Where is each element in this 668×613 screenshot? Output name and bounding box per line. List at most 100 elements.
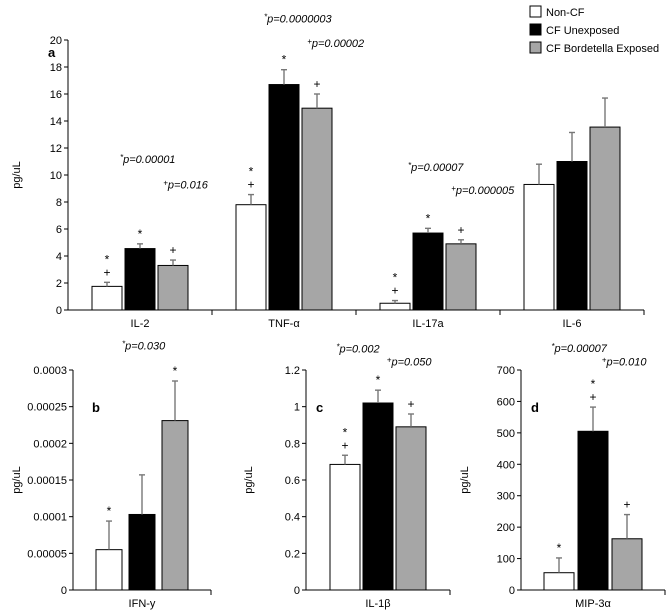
y-tick-label: 0.00025 [27, 402, 67, 414]
y-axis-label: pg/uL [459, 466, 471, 494]
legend-swatch [529, 41, 542, 54]
significance-marker: * [249, 165, 254, 179]
y-tick-label: 6 [56, 224, 62, 236]
y-tick-label: 0.4 [285, 512, 300, 524]
bar [395, 426, 427, 591]
significance-marker: * [282, 53, 287, 67]
p-value-annotation: +p=0.050 [387, 355, 433, 368]
panel-label: d [531, 400, 539, 415]
y-tick-label: 1 [294, 402, 300, 414]
y-axis-label: pg/uL [243, 466, 255, 494]
bar [611, 538, 643, 591]
bar [543, 572, 575, 591]
x-tick-label: IL-2 [131, 318, 150, 330]
bar [157, 264, 189, 311]
y-tick-label: 0.0003 [33, 365, 67, 377]
p-value-annotation: +p=0.016 [163, 179, 209, 192]
bar [362, 402, 394, 591]
y-tick-label: 0.6 [285, 475, 300, 487]
y-tick-label: 0.00005 [27, 548, 67, 560]
p-value-annotation: +p=0.010 [602, 355, 648, 368]
bar [268, 84, 300, 311]
p-value-annotation: *p=0.030 [122, 339, 166, 352]
y-tick-label: 200 [497, 522, 515, 534]
significance-marker: * [426, 211, 431, 225]
significance-marker: + [341, 438, 348, 452]
significance-marker: + [103, 265, 110, 279]
p-value-annotation: *p=0.00001 [120, 153, 175, 166]
x-tick-label: IL-17a [412, 318, 444, 330]
significance-marker: + [457, 223, 464, 237]
y-tick-label: 8 [56, 197, 62, 209]
bar [91, 285, 123, 311]
significance-marker: * [557, 541, 562, 555]
y-axis-label: pg/uL [11, 161, 23, 189]
legend-label: CF Bordetella Exposed [546, 43, 659, 55]
p-value-annotation: +p=0.000005 [451, 184, 515, 197]
y-tick-label: 300 [497, 491, 515, 503]
bar [589, 126, 621, 311]
y-tick-label: 12 [50, 143, 62, 155]
y-axis-label: pg/uL [11, 466, 23, 494]
p-value-annotation: *p=0.00007 [408, 161, 464, 174]
panel-label: c [316, 400, 323, 415]
significance-marker: * [138, 227, 143, 241]
x-tick-label: TNF-α [268, 318, 300, 330]
legend-swatch [529, 5, 542, 18]
legend-swatch [529, 23, 542, 36]
y-tick-label: 16 [50, 89, 62, 101]
p-value-annotation: *p=0.00007 [551, 342, 607, 355]
significance-marker: + [313, 77, 320, 91]
significance-marker: + [623, 498, 630, 512]
y-tick-label: 2 [56, 278, 62, 290]
chart-panel-b: 0 0.00005 0.0001 0.00015 0.0002 0.00025 0.0003… [11, 339, 212, 610]
y-tick-label: 600 [497, 396, 515, 408]
legend: Non-CF CF Unexposed CF Bordetella Exposed [529, 5, 659, 55]
bar [235, 204, 267, 311]
chart-panel-c: 00.20.40.60.811.2pg/uLcIL-1β+**+*p=0.002… [243, 343, 451, 610]
legend-label: CF Unexposed [546, 25, 619, 37]
y-tick-label: 0.00015 [27, 475, 67, 487]
y-tick-label: 14 [50, 116, 62, 128]
y-tick-label: 0.0001 [33, 512, 67, 524]
p-value-annotation: *p=0.002 [336, 343, 379, 356]
significance-marker: * [343, 425, 348, 439]
y-tick-label: 0.0002 [33, 438, 67, 450]
chart-panel-d: 0100200300400500600700pg/uLdMIP-3α*+*+*p… [459, 342, 666, 610]
significance-marker: * [107, 504, 112, 518]
bar [128, 513, 156, 591]
y-tick-label: 0.8 [285, 438, 300, 450]
x-tick-label: IL-6 [563, 318, 582, 330]
significance-marker: * [105, 252, 110, 266]
bar [556, 161, 588, 311]
x-tick-label: IFN-y [129, 598, 156, 610]
bar [161, 420, 189, 591]
bar [124, 248, 156, 311]
bar [379, 302, 411, 311]
significance-marker: + [247, 178, 254, 192]
y-tick-label: 400 [497, 459, 515, 471]
significance-marker: * [393, 271, 398, 285]
y-tick-label: 4 [56, 251, 62, 263]
significance-marker: * [591, 377, 596, 391]
significance-marker: * [376, 373, 381, 387]
significance-marker: + [169, 243, 176, 257]
y-tick-label: 10 [50, 170, 62, 182]
y-tick-label: 0 [509, 585, 515, 597]
significance-marker: + [391, 284, 398, 298]
y-tick-label: 0.2 [285, 548, 300, 560]
p-value-annotation: *p=0.0000003 [264, 12, 333, 25]
significance-marker: * [173, 364, 178, 378]
x-tick-label: MIP-3α [575, 598, 611, 610]
chart-panel-a: 0 2 4 6 8 10 12 14 16 18 20 pg/uL a IL-2 TNF-α IL-17a IL… [11, 12, 645, 330]
y-tick-label: 500 [497, 428, 515, 440]
panel-label: a [48, 45, 56, 60]
y-tick-label: 100 [497, 554, 515, 566]
bar [445, 243, 477, 311]
y-tick-label: 20 [50, 35, 62, 47]
y-tick-label: 0 [56, 305, 62, 317]
x-tick-label: IL-1β [365, 598, 390, 610]
y-tick-label: 18 [50, 62, 62, 74]
